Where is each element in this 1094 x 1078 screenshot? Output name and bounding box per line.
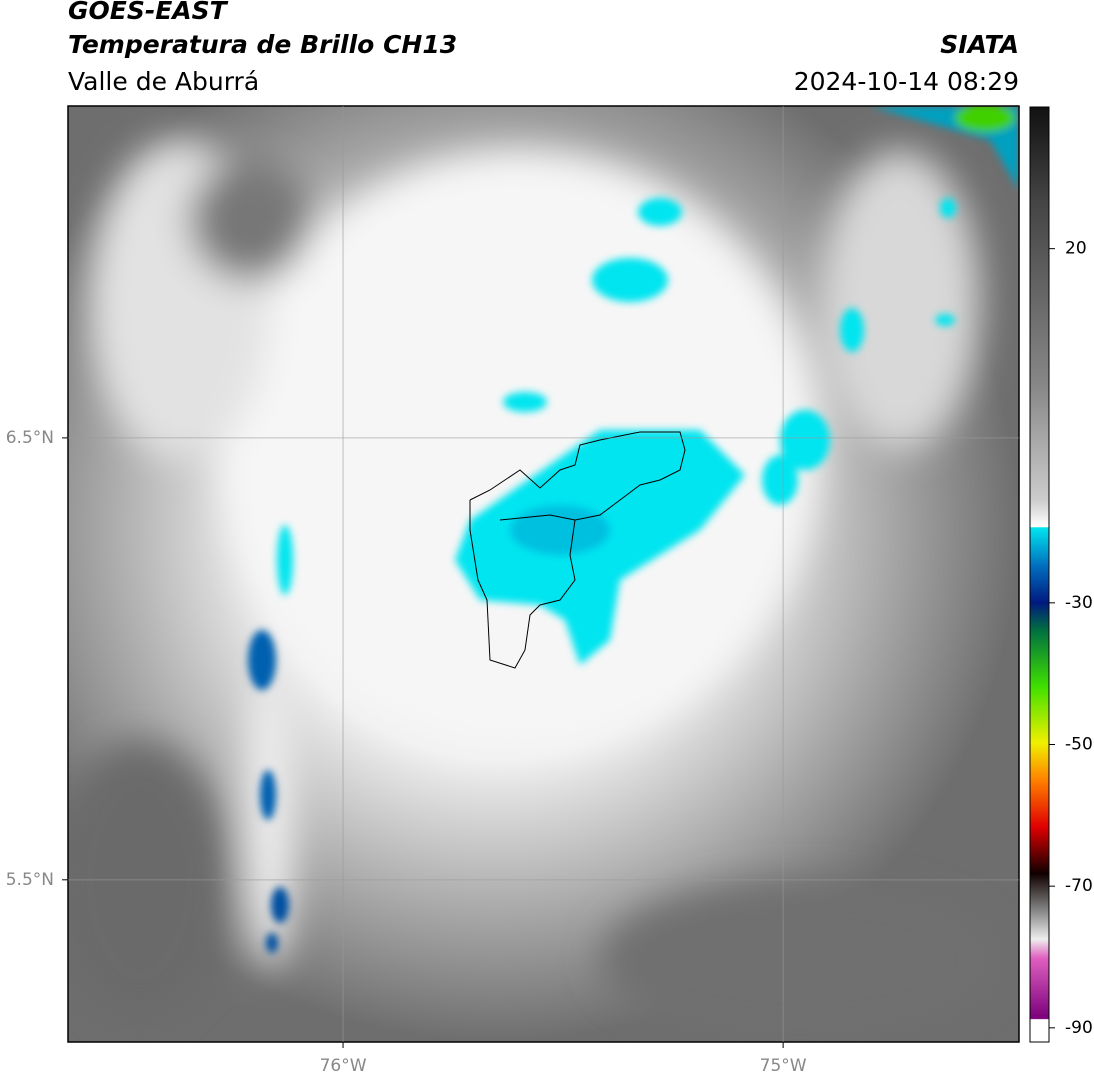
title: GOES-EAST <box>68 0 229 25</box>
datetime: 2024-10-14 08:29 <box>794 67 1019 96</box>
colorbar-tick-label: 20 <box>1065 239 1087 259</box>
colorbar-tick-label: -70 <box>1065 876 1093 896</box>
colorbar-tick-label: -30 <box>1065 593 1093 613</box>
source: SIATA <box>940 30 1019 59</box>
region: Valle de Aburrá <box>68 67 259 96</box>
satellite-image <box>68 106 1019 1042</box>
subtitle: Temperatura de Brillo CH13 <box>68 30 457 59</box>
colorbar <box>1029 106 1050 1043</box>
x-tick-label: 76°W <box>320 1056 367 1076</box>
y-tick-label: 5.5°N <box>6 870 54 890</box>
x-tick-label: 75°W <box>760 1056 807 1076</box>
colorbar-tick-label: -90 <box>1065 1018 1093 1038</box>
map-frame <box>67 105 1020 1043</box>
colorbar-tick-label: -50 <box>1065 735 1093 755</box>
y-tick-label: 6.5°N <box>6 428 54 448</box>
